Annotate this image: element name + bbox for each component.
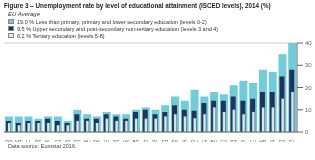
svg-text:LT: LT xyxy=(201,139,206,142)
svg-text:10: 10 xyxy=(305,107,307,113)
svg-text:NL: NL xyxy=(45,139,52,142)
svg-text:IT: IT xyxy=(270,139,274,142)
svg-text:DK: DK xyxy=(93,139,101,142)
html-text:Figure 3 – Unemployment rate b: Figure 3 – Unemployment rate by level of… xyxy=(4,2,271,9)
svg-text:ES: ES xyxy=(279,139,286,142)
svg-text:LU: LU xyxy=(250,139,257,142)
svg-text:20: 20 xyxy=(305,85,307,91)
html-text:9.5 % Upper secondary and post: 9.5 % Upper secondary and post-secondary… xyxy=(17,25,219,32)
svg-text:LV: LV xyxy=(104,139,110,142)
html-text:6.2 % Tertiary education (leve: 6.2 % Tertiary education (levels 5-8) xyxy=(17,32,105,39)
svg-text:FR: FR xyxy=(162,139,169,142)
svg-text:FI: FI xyxy=(143,139,147,142)
svg-text:EE: EE xyxy=(74,139,81,142)
svg-text:DE: DE xyxy=(35,139,43,142)
svg-text:SK: SK xyxy=(172,139,179,142)
html-text:EU Average: EU Average xyxy=(8,11,40,17)
html-text:19.0 % Less than primary, prim: 19.0 % Less than primary, primary and lo… xyxy=(17,18,207,25)
svg-text:CZ: CZ xyxy=(54,139,61,142)
svg-text:SI: SI xyxy=(241,139,246,142)
svg-text:BU: BU xyxy=(211,139,218,142)
svg-text:CY: CY xyxy=(220,139,228,142)
svg-text:HR: HR xyxy=(259,139,267,142)
svg-text:EU: EU xyxy=(191,139,198,142)
svg-text:HU: HU xyxy=(83,139,91,142)
svg-text:40: 40 xyxy=(305,40,307,46)
svg-text:EL: EL xyxy=(289,139,295,142)
svg-text:LI: LI xyxy=(26,139,30,142)
svg-text:RO: RO xyxy=(8,139,13,142)
svg-text:PT: PT xyxy=(230,139,236,142)
html-text:Data source: Eurostat 2016.: Data source: Eurostat 2016. xyxy=(8,143,77,149)
svg-text:0: 0 xyxy=(305,129,307,135)
svg-text:IE: IE xyxy=(182,139,187,142)
svg-text:MT: MT xyxy=(15,139,22,142)
svg-text:30: 30 xyxy=(305,62,307,68)
svg-text:AT: AT xyxy=(64,139,70,142)
svg-text:SE: SE xyxy=(113,139,120,142)
svg-text:UK: UK xyxy=(123,139,131,142)
svg-text:PL: PL xyxy=(152,139,158,142)
svg-text:BE: BE xyxy=(133,139,140,142)
